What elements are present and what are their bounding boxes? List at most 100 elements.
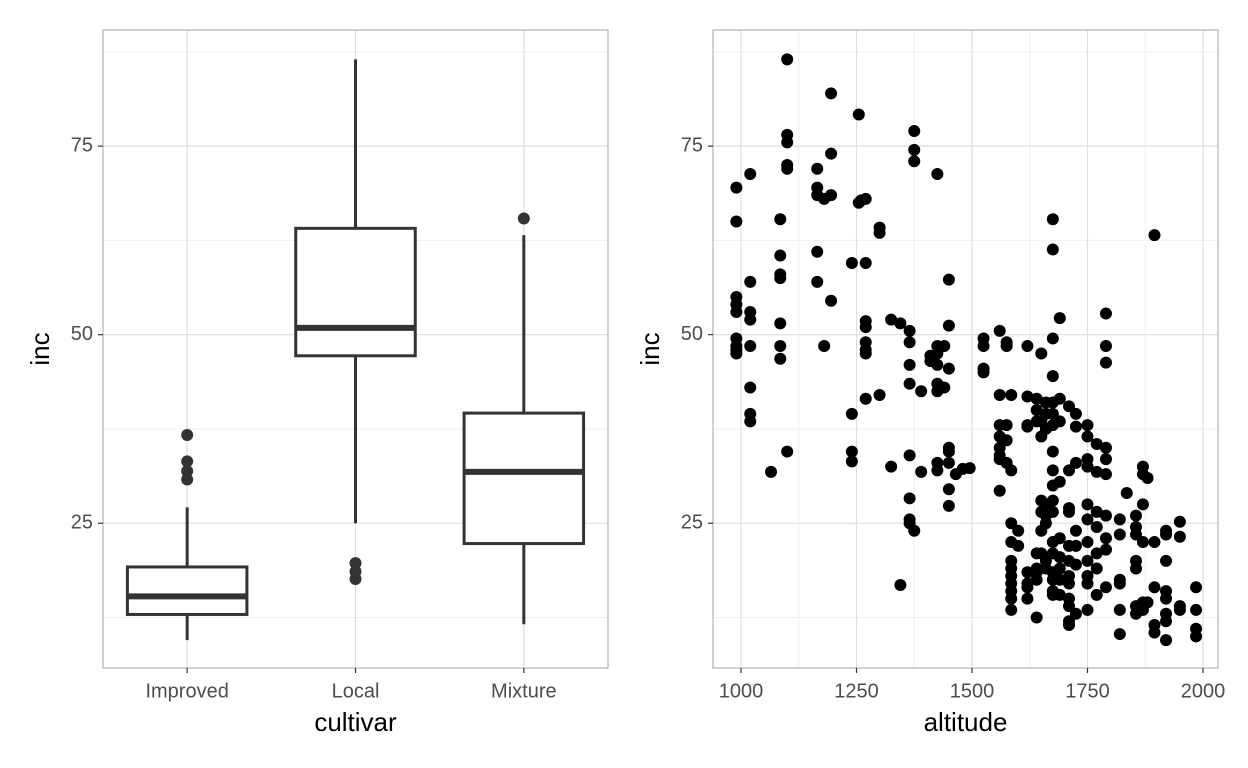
point [894,317,907,330]
point [1081,460,1094,473]
point [744,381,757,394]
point [903,449,916,462]
y-axis-title: inc [25,332,55,365]
point [873,226,886,239]
y-axis-title: inc [635,332,665,365]
outlier [181,428,194,441]
x-tick-label: 1000 [719,680,764,702]
point [1081,577,1094,590]
point [1063,400,1076,413]
point [908,524,921,537]
box [125,565,249,616]
point [744,339,757,352]
point [744,275,757,288]
point [1012,524,1025,537]
x-tick-label: Mixture [491,680,557,702]
point [1190,630,1203,643]
point [977,366,990,379]
point [1046,243,1059,256]
outlier [181,465,194,478]
point [1053,312,1066,325]
point [774,213,787,226]
point [1021,581,1034,594]
point [845,445,858,458]
point [903,324,916,337]
point [903,492,916,505]
point [730,215,743,228]
point [1005,592,1018,605]
point [1136,498,1149,511]
point [1190,581,1203,594]
x-axis-title: altitude [924,707,1008,737]
point [730,306,743,319]
outlier [349,557,362,570]
point [781,162,794,175]
point [852,108,865,121]
point [744,313,757,326]
point [942,319,955,332]
point [1046,505,1059,518]
point [1113,628,1126,641]
point [1173,515,1186,528]
point [781,53,794,66]
outlier [517,212,530,225]
point [1053,392,1066,405]
point [1113,603,1126,616]
point [1190,603,1203,616]
point [818,339,831,352]
point [1069,407,1082,420]
point [859,257,872,270]
point [1030,611,1043,624]
point [903,336,916,349]
point [1063,600,1076,613]
point [1160,554,1173,567]
point [1021,566,1034,579]
point [1113,513,1126,526]
point [915,385,928,398]
point [811,275,824,288]
point [1173,603,1186,616]
box [462,411,586,546]
point [859,321,872,334]
point [1021,339,1034,352]
point [1081,419,1094,432]
point [1099,453,1112,466]
point [1148,581,1161,594]
point [1000,339,1013,352]
outlier [181,455,194,468]
point [1005,389,1018,402]
point [1053,562,1066,575]
point [1021,420,1034,433]
point [1160,528,1173,541]
point [811,162,824,175]
point [1000,434,1013,447]
point [825,189,838,202]
point [774,352,787,365]
point [1136,536,1149,549]
point [774,272,787,285]
box [294,226,417,358]
point [1046,332,1059,345]
x-tick-label: 2000 [1181,680,1226,702]
point [894,579,907,592]
y-tick-label: 50 [71,323,93,345]
point [1039,517,1052,530]
x-tick-label: Improved [145,680,228,702]
y-tick-label: 50 [681,323,703,345]
point [873,389,886,402]
point [1141,596,1154,609]
point [1099,581,1112,594]
point [1160,615,1173,628]
point [1090,547,1103,560]
point [1090,438,1103,451]
point [774,317,787,330]
point [963,462,976,475]
point [1069,539,1082,552]
point [730,181,743,194]
y-tick-label: 25 [681,511,703,533]
point [1099,356,1112,369]
point [1099,441,1112,454]
point [1035,347,1048,360]
point [1090,505,1103,518]
point [1021,592,1034,605]
